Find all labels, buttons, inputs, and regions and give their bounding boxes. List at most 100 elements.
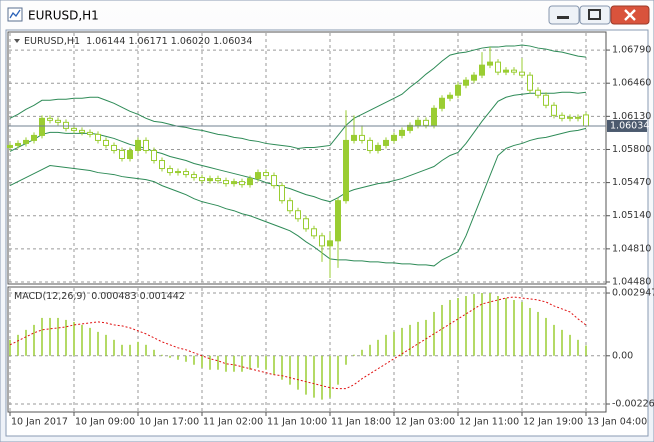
- candle-body: [263, 172, 269, 177]
- chart-area: [5, 29, 649, 437]
- candle-body: [391, 134, 397, 141]
- band-line: [9, 91, 587, 203]
- y-tick-label: 1.06790: [612, 45, 651, 56]
- candle-body: [415, 119, 421, 126]
- close-button[interactable]: [610, 5, 650, 25]
- candle-body: [375, 144, 381, 151]
- low-value: 1.06020: [171, 36, 210, 47]
- close-value: 1.06034: [213, 36, 252, 47]
- candle-body: [407, 124, 413, 131]
- candle-body: [255, 172, 261, 180]
- candle-body: [279, 185, 285, 202]
- candle-body: [135, 139, 141, 151]
- candle-body: [583, 114, 589, 127]
- y-tick-label: 1.04480: [612, 276, 651, 287]
- signal-value: 0.001442: [140, 291, 185, 302]
- candle-body: [167, 168, 173, 174]
- candle-body: [535, 89, 541, 96]
- y-tick-label: -0.002265: [612, 399, 654, 410]
- candle-body: [551, 104, 557, 116]
- candle-body: [31, 134, 37, 141]
- price-panel: [7, 31, 607, 285]
- candle-body: [455, 84, 461, 96]
- maximize-button[interactable]: [579, 5, 611, 25]
- candle-body: [503, 69, 509, 73]
- plot: 10 Jan 2017 10 Jan 09:00 10 Jan 17:00 11 Ja…: [7, 33, 654, 428]
- candle-body: [15, 142, 21, 146]
- candle-body: [207, 178, 213, 182]
- candle-body: [55, 119, 61, 123]
- x-tick-label: 12 Jan 19:00: [523, 417, 583, 428]
- y-tick-label: 1.05140: [612, 210, 651, 221]
- candle-body: [511, 69, 517, 73]
- candle-body: [287, 200, 293, 212]
- high-value: 1.06171: [128, 36, 167, 47]
- x-tick-label: 11 Jan 02:00: [203, 417, 263, 428]
- price-label: 1.06034: [610, 120, 649, 131]
- candle-body: [543, 94, 549, 106]
- candle-body: [343, 139, 349, 202]
- y-tick-label: 1.05800: [612, 144, 651, 155]
- minimize-button[interactable]: [548, 5, 580, 25]
- candle-body: [495, 61, 501, 73]
- window-icon: [7, 7, 23, 22]
- candle-body: [319, 235, 325, 247]
- y-tick-label: 0.00: [612, 350, 633, 361]
- candle-body: [439, 97, 445, 109]
- candle-body: [575, 116, 581, 119]
- candle-body: [231, 181, 237, 185]
- candle-body: [127, 149, 133, 160]
- y-tick-label: 1.05470: [612, 177, 651, 188]
- candle-body: [463, 79, 469, 86]
- y-tick-label: 1.06130: [612, 111, 651, 122]
- x-tick-label: 10 Jan 09:00: [75, 417, 135, 428]
- candle-body: [479, 64, 485, 76]
- candle-body: [447, 94, 453, 99]
- candle-body: [247, 178, 253, 186]
- macd-panel: [7, 286, 607, 413]
- window-title: EURUSD,H1: [28, 9, 99, 23]
- candle-body: [47, 117, 53, 121]
- candle-body: [23, 139, 29, 144]
- candle-body: [311, 228, 317, 237]
- candle-body: [223, 180, 229, 185]
- candle-body: [559, 114, 565, 119]
- price-label-box: [607, 119, 647, 132]
- candle-body: [295, 210, 301, 220]
- candle-body: [87, 131, 93, 135]
- candle-body: [399, 129, 405, 136]
- y-tick-label: 1.04810: [612, 243, 651, 254]
- candle-body: [39, 117, 45, 136]
- x-tick-label: 11 Jan 10:00: [267, 417, 327, 428]
- candle-body: [239, 181, 245, 186]
- x-tick-label: 12 Jan 11:00: [459, 417, 519, 428]
- candle-body: [183, 171, 189, 176]
- x-tick-label: 10 Jan 17:00: [139, 417, 199, 428]
- symbol-label: EURUSD,H1: [24, 36, 80, 47]
- open-value: 1.06144: [86, 36, 125, 47]
- candle-body: [423, 119, 429, 126]
- price-header: EURUSD,H1 1.06144 1.06171 1.06020 1.0603…: [24, 36, 252, 47]
- candle-body: [111, 144, 117, 151]
- candle-body: [327, 240, 333, 247]
- candle-body: [527, 74, 533, 91]
- candle-body: [567, 116, 573, 119]
- y-tick-label: 0.002947: [612, 288, 654, 299]
- y-tick-label: 1.06460: [612, 78, 651, 89]
- macd-title: MACD(12,26,9): [14, 291, 86, 302]
- candle-body: [71, 127, 77, 131]
- candle-body: [143, 139, 149, 151]
- candle-body: [519, 71, 525, 76]
- candle-body: [271, 175, 277, 187]
- x-tick-label: 10 Jan 2017: [11, 417, 68, 428]
- candle-body: [335, 200, 341, 242]
- x-tick-label: 12 Jan 03:00: [395, 417, 455, 428]
- macd-header: MACD(12,26,9) 0.000483 0.001442: [14, 291, 185, 302]
- x-tick-label: 13 Jan 04:00: [587, 417, 647, 428]
- candle-body: [159, 160, 165, 170]
- band-line: [9, 127, 587, 267]
- candle-body: [79, 129, 85, 133]
- candle-body: [359, 134, 365, 141]
